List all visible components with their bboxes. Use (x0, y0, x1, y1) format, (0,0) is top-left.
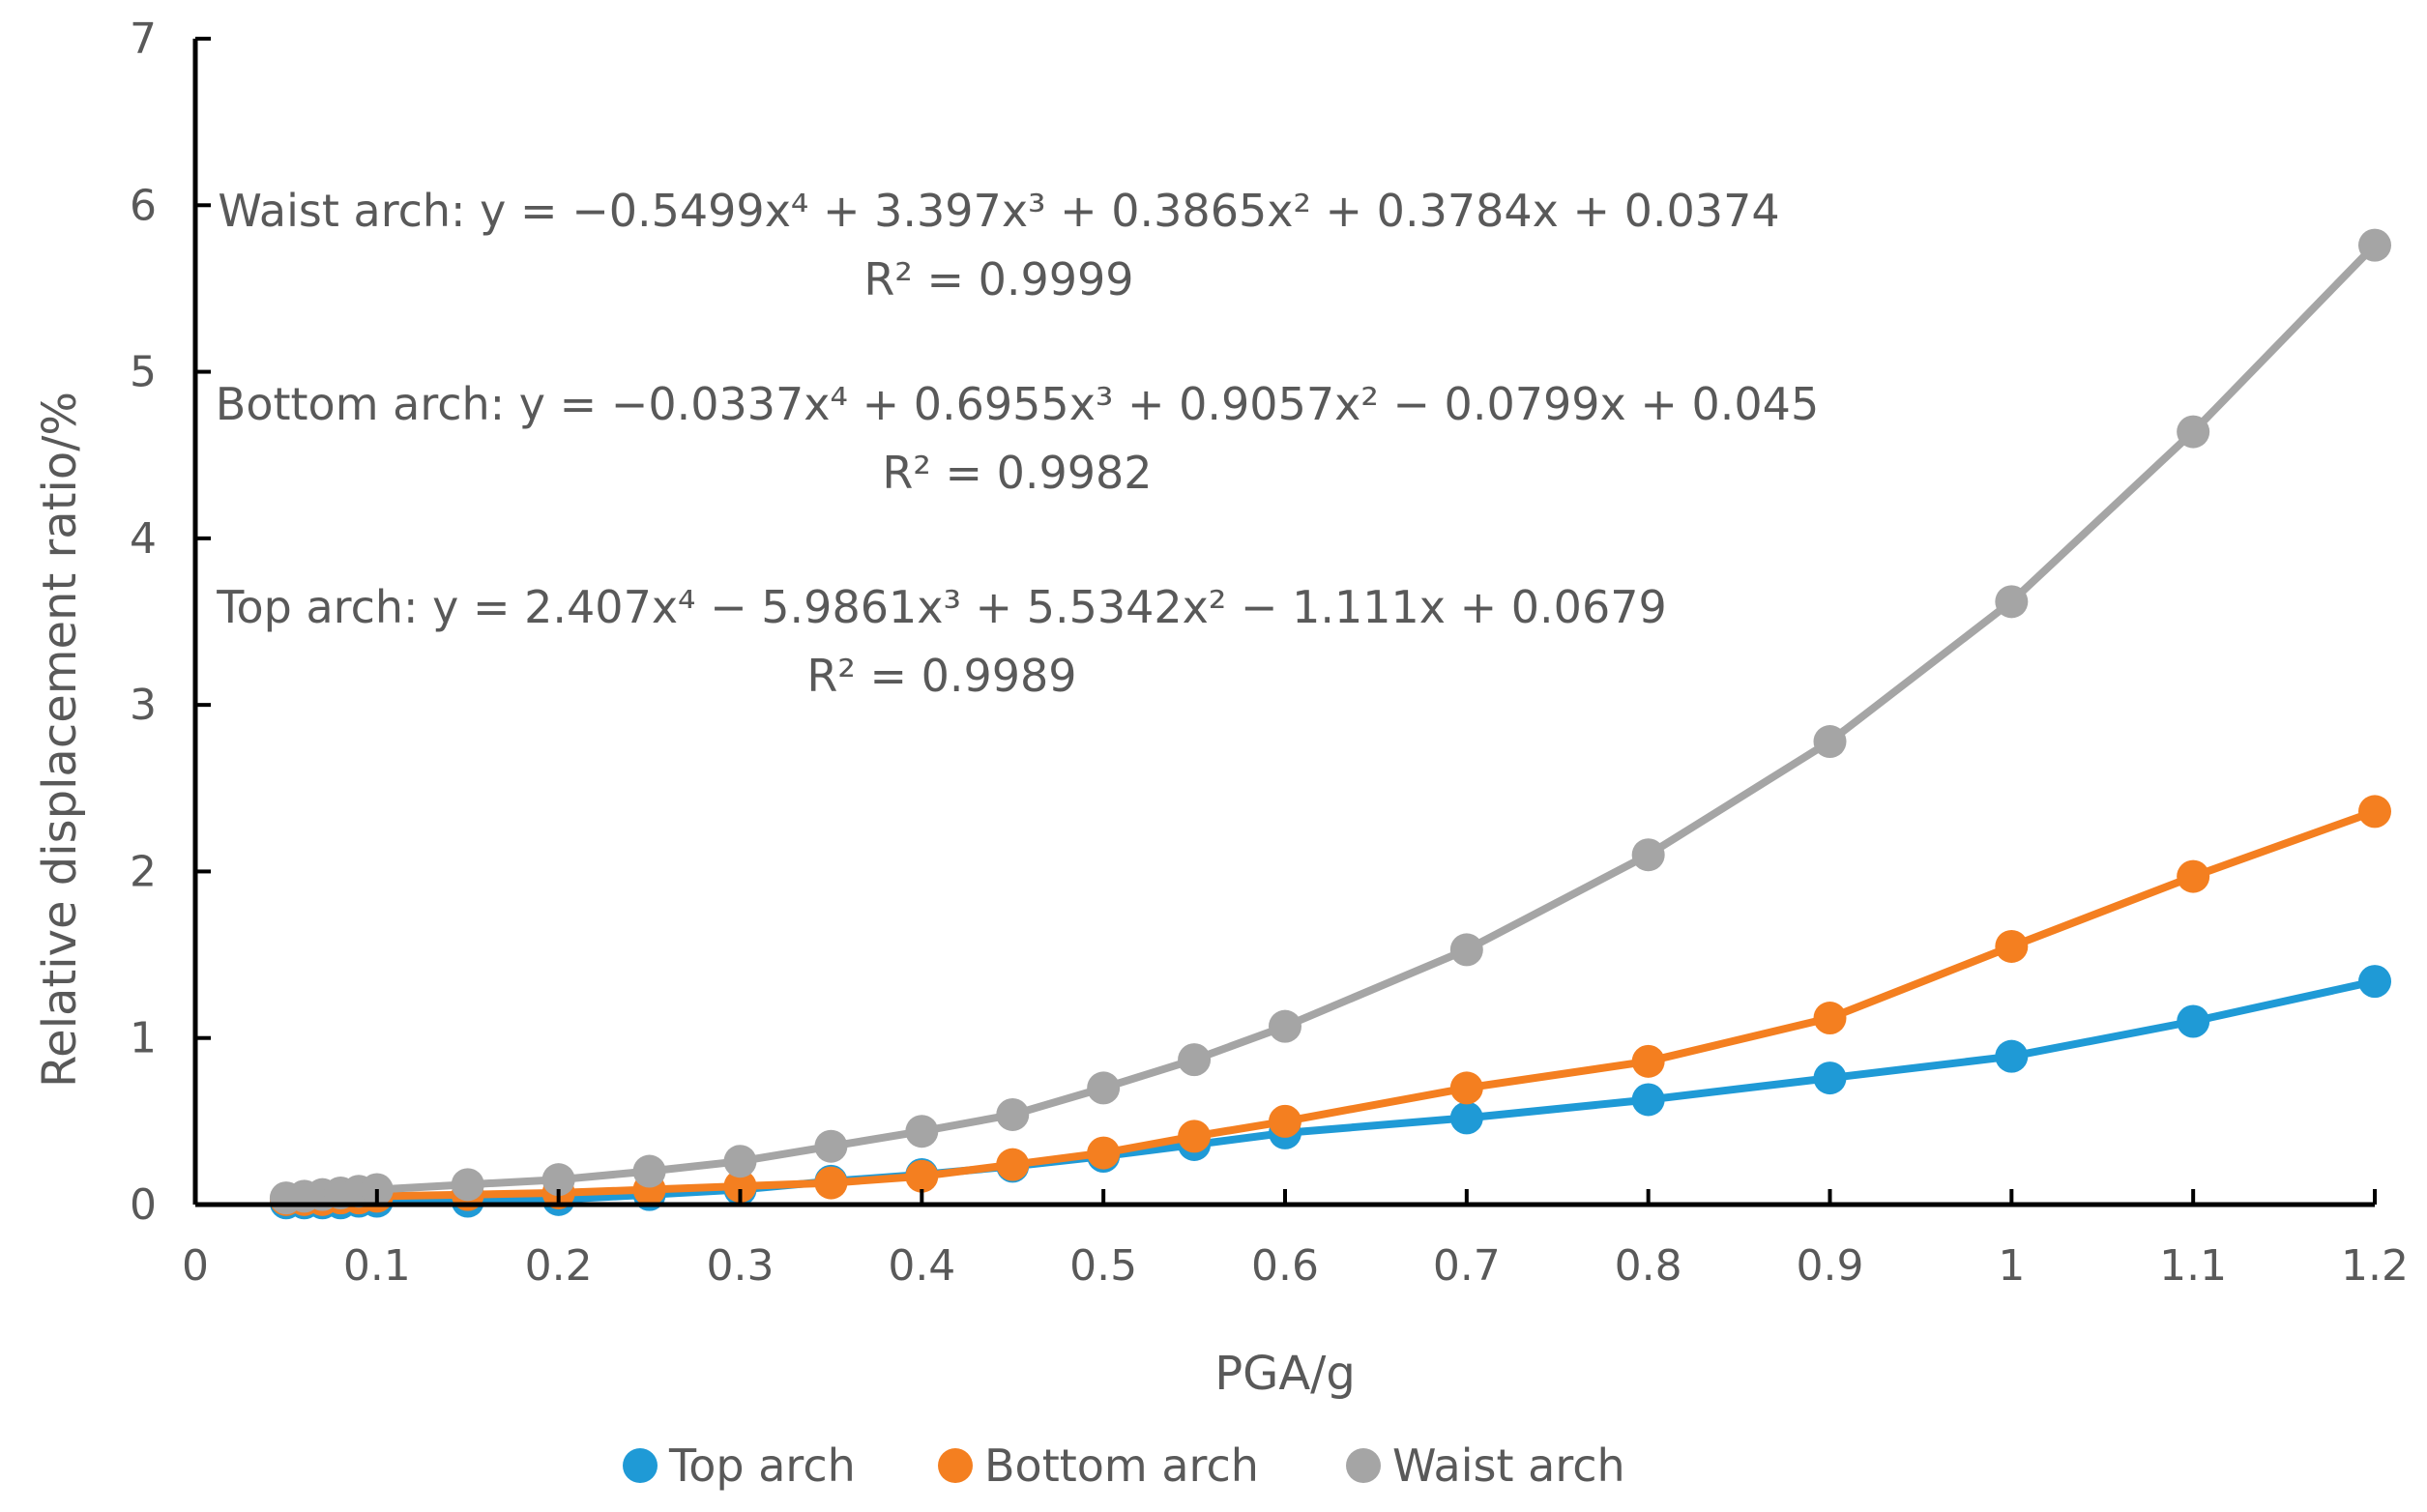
waist-arch-point (2358, 228, 2391, 262)
legend-label-bottom-arch: Bottom arch (984, 1439, 1259, 1492)
bottom-arch-point (1995, 929, 2029, 963)
x-axis-title: PGA/g (1214, 1347, 1356, 1401)
x-tick-label: 0.7 (1433, 1241, 1501, 1291)
bottom-arch-point (814, 1166, 848, 1200)
waist-arch-point (723, 1145, 757, 1178)
top-arch-point (1631, 1083, 1665, 1117)
y-tick-label: 3 (130, 681, 157, 730)
x-tick-label: 0.6 (1251, 1241, 1319, 1291)
bottom-arch-point (905, 1159, 939, 1193)
bottom-arch-equation: Bottom arch: y = −0.0337x⁴ + 0.6955x³ + … (216, 378, 1819, 430)
bottom-arch-point (723, 1170, 757, 1204)
y-tick-label: 2 (130, 847, 157, 896)
legend-marker-bottom-arch (938, 1448, 973, 1483)
bottom-arch-point (1087, 1136, 1121, 1170)
x-tick-label: 0.9 (1797, 1241, 1864, 1291)
y-tick-label: 6 (130, 181, 157, 230)
waist-arch-point (1269, 1009, 1301, 1043)
waist-arch-point (996, 1097, 1030, 1131)
top-arch-point (1995, 1039, 2029, 1073)
waist-arch-point (1178, 1043, 1212, 1077)
top-arch-point (1813, 1061, 1847, 1095)
y-tick-label: 0 (130, 1180, 157, 1230)
waist-arch-point (632, 1154, 666, 1188)
bottom-arch-point (1631, 1044, 1665, 1078)
x-tick-label: 1.1 (2159, 1241, 2227, 1291)
legend: Top arch Bottom arch Waist arch (623, 1439, 1625, 1492)
x-tick-label: 0.2 (525, 1241, 593, 1291)
y-tick-label: 4 (130, 514, 157, 564)
bottom-arch-point (1813, 1002, 1847, 1035)
waist-arch-point (1813, 725, 1847, 759)
bottom-arch-point (1449, 1071, 1483, 1105)
legend-marker-top-arch (623, 1448, 658, 1483)
y-tick-label: 7 (130, 15, 157, 64)
top-arch-equation: Top arch: y = 2.407x⁴ − 5.9861x³ + 5.534… (216, 581, 1667, 633)
bottom-arch-point (996, 1148, 1030, 1181)
bottom-arch-point (2177, 859, 2210, 893)
waist-arch-point (905, 1115, 939, 1149)
top-arch-point (2177, 1004, 2210, 1038)
top-arch-point (1449, 1101, 1483, 1135)
legend-label-waist-arch: Waist arch (1392, 1439, 1625, 1492)
legend-marker-waist-arch (1346, 1448, 1381, 1483)
series-layer (269, 228, 2391, 1220)
waist-arch-point (2177, 415, 2210, 449)
y-tick-label: 1 (130, 1014, 157, 1063)
bottom-arch-point (1178, 1119, 1212, 1153)
x-tick-label: 1 (1998, 1241, 2025, 1291)
waist-arch-point (1995, 585, 2029, 619)
x-tick-label: 0.4 (888, 1241, 955, 1291)
top-arch-line (281, 977, 2379, 1207)
bottom-arch-point (1269, 1104, 1301, 1138)
top-arch-point (2358, 965, 2391, 999)
bottom-arch-point (2358, 795, 2391, 829)
waist-arch-point (1087, 1071, 1121, 1105)
waist-arch-point (541, 1163, 575, 1197)
series-waist-arch (269, 228, 2391, 1215)
x-tick-label: 0 (182, 1241, 209, 1291)
x-tick-label: 0.1 (343, 1241, 411, 1291)
axes-layer: 0 1 2 3 4 5 6 7 0 0.1 0.2 0.3 0.4 0.5 0.6 0.7 0.8 0.9 1 1.1… (130, 15, 2409, 1291)
bottom-arch-r2: R² = 0.9982 (882, 447, 1152, 499)
waist-arch-point (451, 1168, 484, 1202)
waist-arch-r2: R² = 0.9999 (863, 253, 1133, 305)
x-tick-label: 0.3 (707, 1241, 775, 1291)
y-axis-title: Relative displacement ratio/% (33, 392, 87, 1088)
x-tick-label: 0.5 (1069, 1241, 1137, 1291)
x-tick-label: 1.2 (2341, 1241, 2409, 1291)
waist-arch-point (1449, 933, 1483, 967)
waist-arch-equation: Waist arch: y = −0.5499x⁴ + 3.397x³ + 0.… (218, 185, 1779, 237)
waist-arch-point (814, 1129, 848, 1163)
y-tick-label: 5 (130, 348, 157, 397)
top-arch-r2: R² = 0.9989 (806, 650, 1076, 702)
legend-label-top-arch: Top arch (668, 1439, 856, 1492)
waist-arch-point (1631, 838, 1665, 872)
x-tick-label: 0.8 (1615, 1241, 1682, 1291)
